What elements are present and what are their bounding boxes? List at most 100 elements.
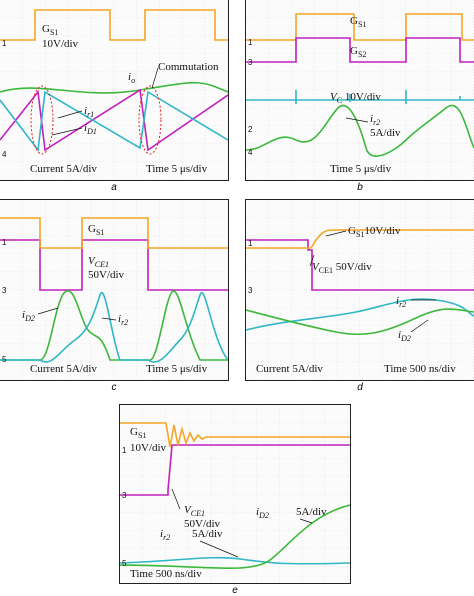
scope-e: 1 3 5 GS1 10V/div VCE1 50V/div iD2 5A/di…: [119, 404, 351, 584]
label: V: [330, 91, 338, 103]
label: G: [348, 225, 356, 237]
label: C: [337, 96, 342, 105]
label: GS1: [42, 23, 58, 37]
label: V: [184, 504, 192, 516]
label: ir2: [160, 528, 170, 542]
caption: d: [357, 382, 363, 393]
caption: e: [232, 585, 238, 596]
channel: 1: [248, 239, 253, 248]
label: o: [131, 76, 135, 85]
label: GS1: [88, 223, 104, 237]
label: G: [350, 15, 358, 27]
channel: 5: [122, 559, 127, 568]
label: i: [128, 71, 131, 83]
label: Current 5A/div: [30, 363, 97, 375]
label: G: [42, 23, 50, 35]
label: 10V/div: [42, 38, 79, 50]
scope-d: 1 3 GS110V/div VCE1 50V/div ir2 iD2 Curr…: [245, 199, 474, 381]
label: 5A/div: [296, 506, 327, 518]
label: S1: [138, 431, 146, 440]
label: CE1: [95, 260, 109, 269]
label: V: [312, 261, 320, 273]
channel: 3: [122, 491, 127, 500]
label: iD2: [398, 329, 411, 343]
label: ir2: [396, 295, 406, 309]
label: V: [88, 255, 96, 267]
label: GS1: [350, 15, 366, 29]
label: D2: [24, 314, 35, 323]
channel: 3: [248, 286, 253, 295]
label: r2: [373, 118, 380, 127]
scope-c: 1 3 5 GS1 VCE1 50V/div iD2 ir2 Current 5…: [0, 199, 229, 381]
label: S1: [356, 230, 364, 239]
label: i: [22, 309, 25, 321]
label: CE1: [191, 509, 205, 518]
label: i: [84, 105, 87, 117]
label: S1: [358, 20, 366, 29]
label: GS2: [350, 45, 366, 59]
channel: 2: [248, 125, 253, 134]
label: ir1: [84, 105, 94, 119]
label: Time 5 μs/div: [330, 163, 392, 175]
label: 5A/div: [370, 127, 401, 139]
label: i: [84, 122, 87, 134]
label: io: [128, 71, 135, 85]
label: VCE1: [184, 504, 205, 518]
channel: 1: [248, 38, 253, 47]
label: i: [256, 506, 259, 518]
label: r1: [87, 110, 94, 119]
label: D1: [86, 127, 97, 136]
channel: 3: [2, 286, 7, 295]
label: 50V/div: [184, 518, 221, 530]
label: Time 5 μs/div: [146, 163, 208, 175]
label: VCE1 50V/div: [312, 261, 372, 275]
scope-b: 1 3 2 4 GS1 GS2 VC 10V/div ir2 5A/div Ti…: [245, 0, 474, 181]
label: iD2: [256, 506, 269, 520]
label: i: [118, 313, 121, 325]
label: iD2: [22, 309, 35, 323]
label: S1: [50, 28, 58, 37]
label: GS1: [130, 426, 146, 440]
label: S2: [358, 50, 366, 59]
label: S1: [96, 228, 104, 237]
channel: 1: [2, 238, 7, 247]
label: VCE1: [88, 255, 109, 269]
label: G: [130, 426, 138, 438]
channel: 4: [2, 150, 7, 159]
label: VC 10V/div: [330, 91, 381, 105]
label: Commutation: [158, 61, 219, 73]
scope-a: 1 4 GS1 10V/div io Commutation ir1 iD1 C…: [0, 0, 229, 181]
label: Time 5 μs/div: [146, 363, 208, 375]
label: i: [370, 113, 373, 125]
channel: 3: [248, 58, 253, 67]
label: 5A/div: [192, 528, 223, 540]
caption: a: [111, 182, 117, 193]
channel: 1: [122, 446, 127, 455]
label: CE1: [319, 266, 333, 275]
label: 50V/div: [88, 269, 125, 281]
label: 10V/div: [342, 91, 381, 103]
label: GS110V/div: [348, 225, 401, 239]
label: ir2: [370, 113, 380, 127]
label: Current 5A/div: [256, 363, 323, 375]
label: r2: [121, 318, 128, 327]
label: iD1: [84, 122, 97, 136]
channel: 4: [248, 148, 253, 157]
caption: b: [357, 182, 363, 193]
label: Time 500 ns/div: [384, 363, 456, 375]
label: r2: [163, 533, 170, 542]
label: 10V/div: [130, 442, 167, 454]
label: ir2: [118, 313, 128, 327]
label: 50V/div: [333, 261, 372, 273]
label: i: [396, 295, 399, 307]
caption: c: [111, 382, 117, 393]
label: i: [160, 528, 163, 540]
label: Current 5A/div: [30, 163, 97, 175]
label: D2: [258, 511, 269, 520]
label: 10V/div: [364, 225, 401, 237]
label: Time 500 ns/div: [130, 568, 202, 580]
label: G: [350, 45, 358, 57]
channel: 5: [2, 355, 7, 364]
label: r2: [399, 300, 406, 309]
